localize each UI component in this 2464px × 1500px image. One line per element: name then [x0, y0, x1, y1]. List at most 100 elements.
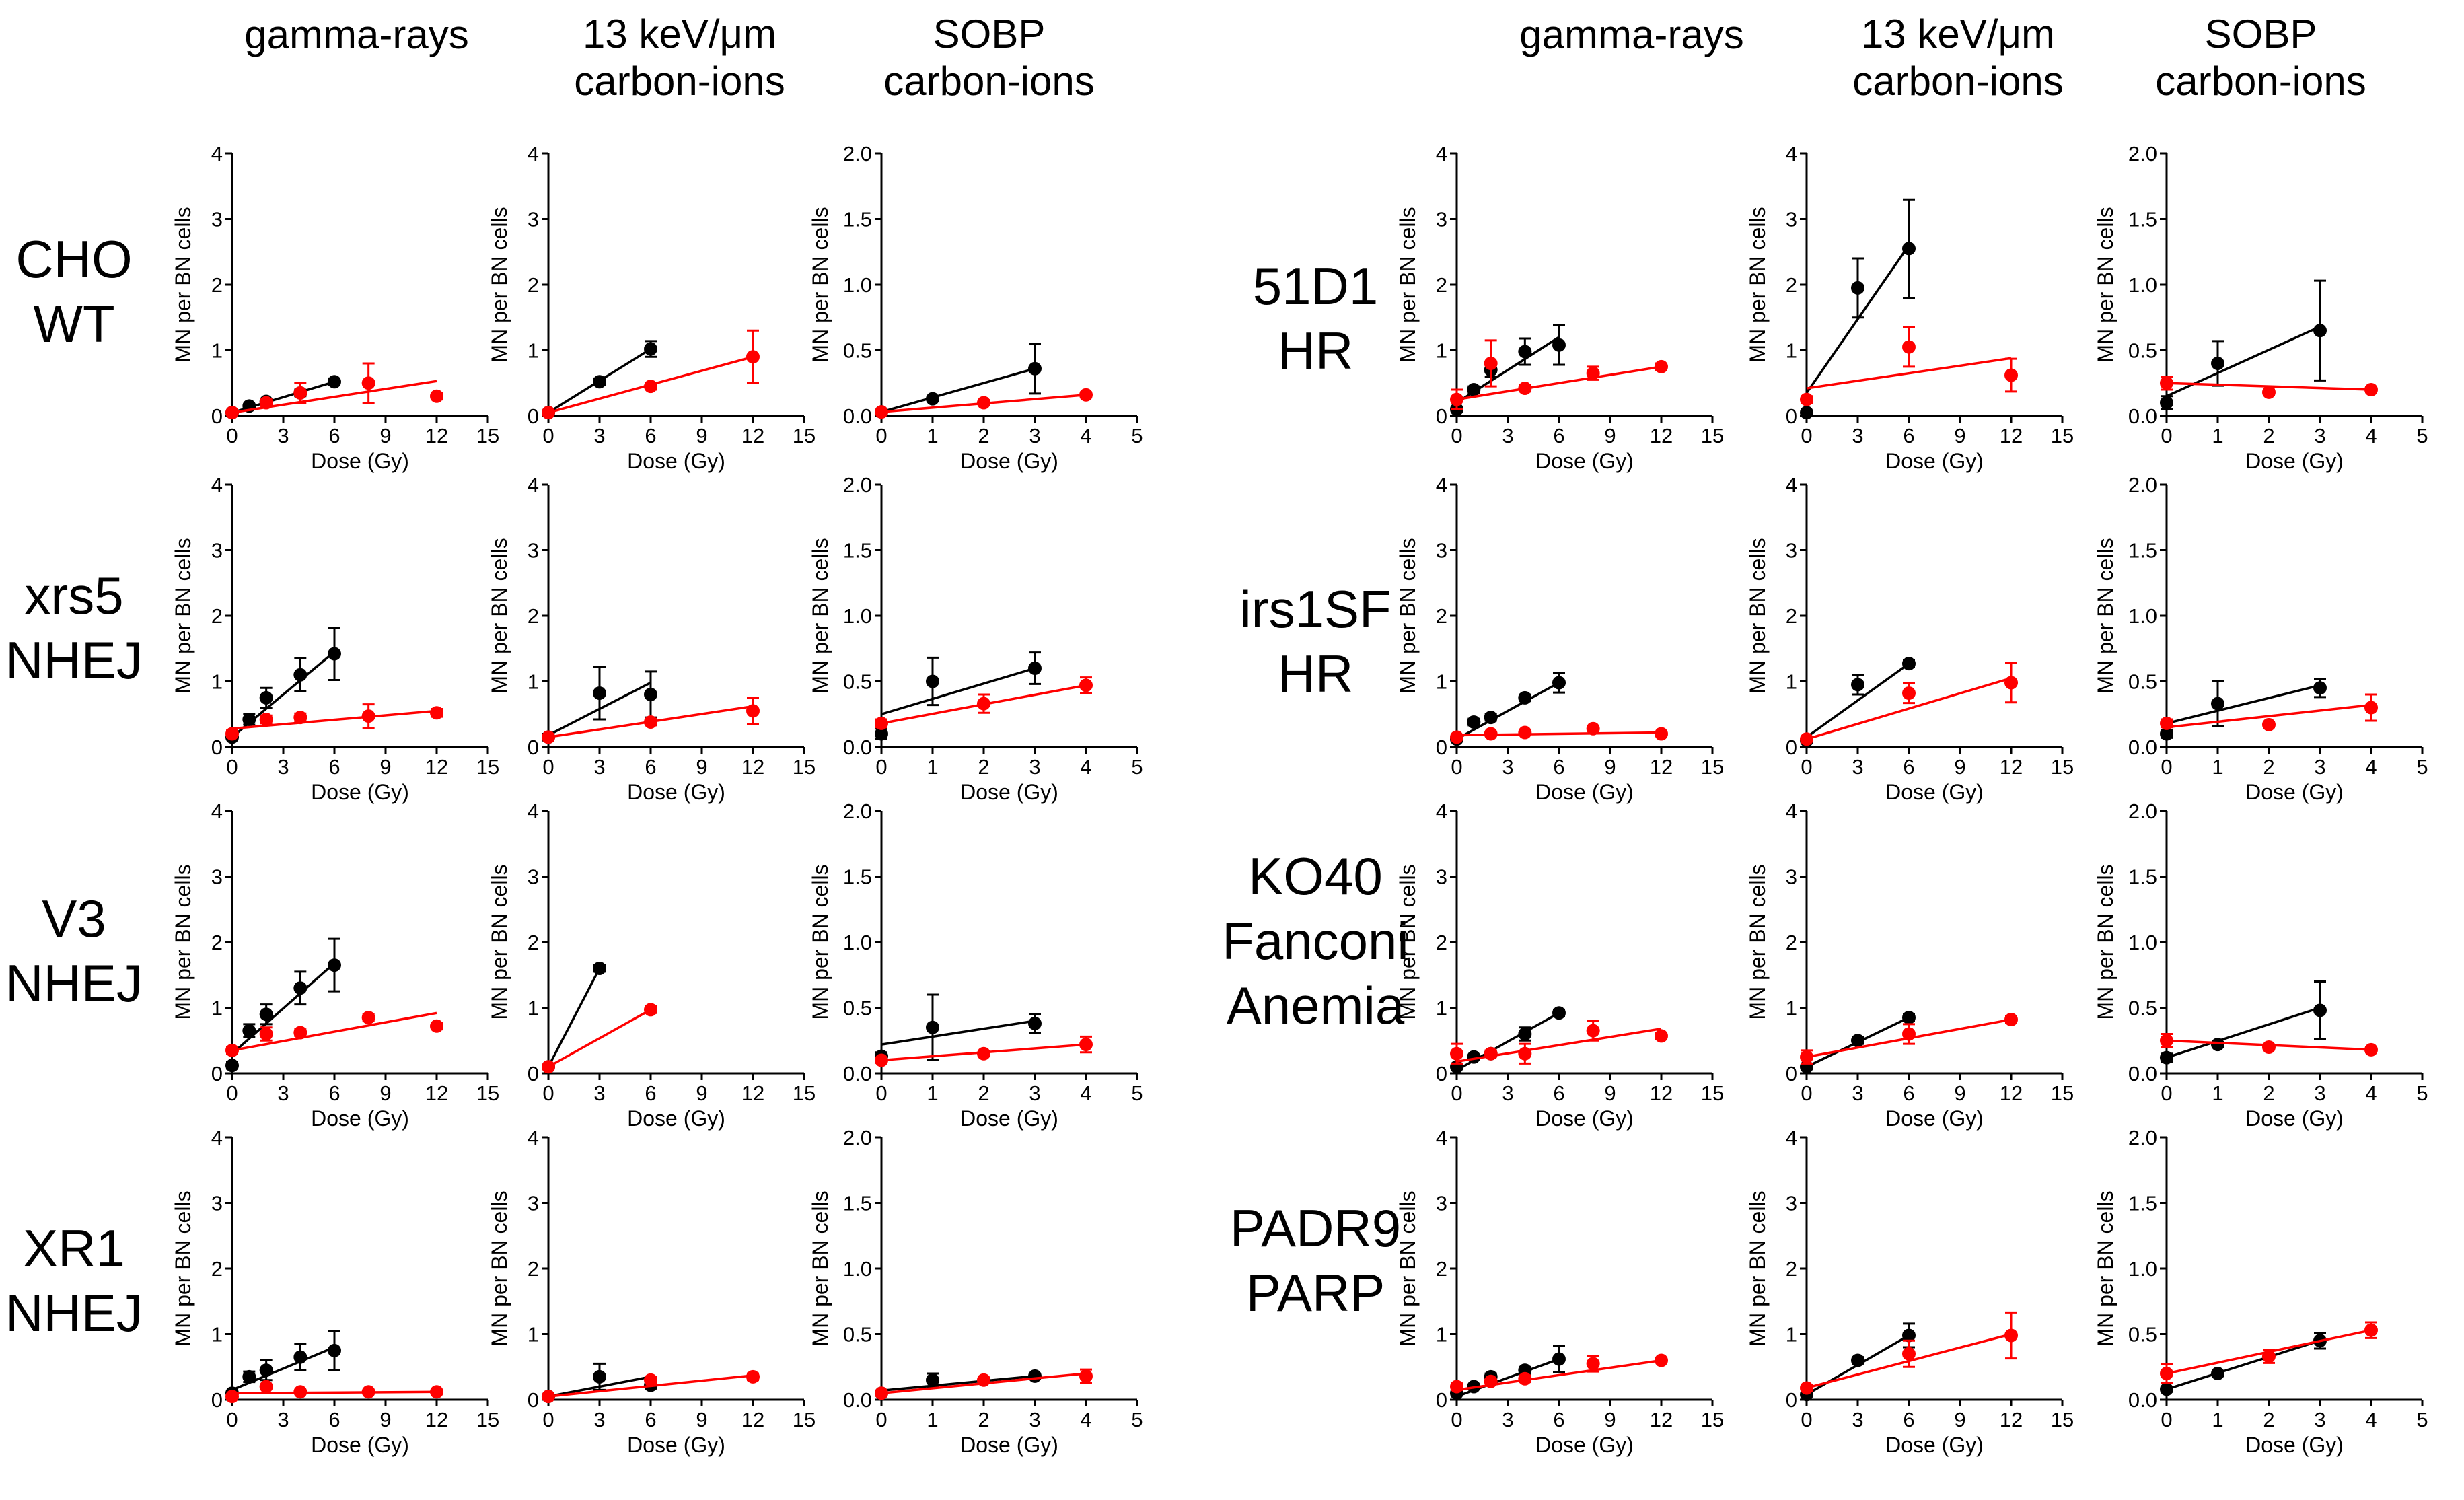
row-label-v3-nhej: V3 NHEJ: [5, 889, 143, 1013]
x-tick-label: 3: [1502, 1081, 1513, 1105]
x-tick-label: 12: [1650, 1408, 1673, 1431]
col-title-left-carbon13: 13 keV/μm carbon-ions: [574, 11, 785, 104]
data-point-black: [926, 1020, 939, 1034]
fit-line-black: [881, 667, 1036, 715]
x-axis-title: Dose (Gy): [627, 449, 725, 473]
data-point-black: [1851, 1353, 1864, 1367]
y-tick-label: 2.0: [2128, 799, 2157, 823]
y-tick-label: 1: [211, 339, 223, 363]
x-tick-label: 9: [1954, 424, 1965, 448]
data-point-red: [2364, 383, 2378, 396]
x-tick-label: 15: [793, 755, 816, 779]
text-line: HR: [1278, 321, 1354, 380]
text-line: 13 keV/μm: [1861, 11, 2055, 57]
data-point-red: [1800, 1381, 1813, 1395]
data-point-red: [1484, 357, 1498, 370]
y-axis-title: MN per BN cells: [1396, 864, 1420, 1020]
x-tick-label: 15: [793, 1081, 816, 1105]
x-tick-label: 0: [875, 1081, 887, 1105]
y-tick-label: 0.5: [843, 1323, 872, 1347]
y-tick-label: 1: [528, 997, 539, 1020]
text-line: PARP: [1246, 1263, 1385, 1322]
data-point-black: [2313, 1003, 2327, 1017]
data-point-red: [644, 1003, 657, 1017]
x-tick-label: 4: [2365, 424, 2377, 448]
x-tick-label: 5: [1131, 1081, 1143, 1105]
data-point-black: [1484, 711, 1498, 725]
x-axis-title: Dose (Gy): [311, 780, 409, 804]
x-tick-label: 3: [593, 424, 605, 448]
data-point-black: [926, 1373, 939, 1387]
text-line: V3: [42, 889, 106, 948]
col-title-right-gamma: gamma-rays: [1519, 12, 1743, 57]
row-label-51d1-hr: 51D1 HR: [1253, 256, 1378, 380]
data-point-black: [593, 375, 606, 389]
row-label-cho-wt: CHO WT: [15, 229, 132, 353]
data-point-red: [293, 1026, 307, 1040]
y-axis-title: MN per BN cells: [487, 864, 511, 1020]
x-tick-label: 1: [927, 424, 938, 448]
x-tick-label: 12: [2000, 424, 2023, 448]
data-point-red: [2004, 368, 2018, 382]
y-tick-label: 4: [211, 1126, 223, 1149]
data-point-red: [542, 406, 555, 420]
y-tick-label: 1: [528, 1323, 539, 1347]
data-point-red: [225, 1043, 239, 1057]
x-tick-label: 2: [978, 424, 989, 448]
data-point-red: [1655, 727, 1668, 741]
y-axis-title: MN per BN cells: [808, 864, 832, 1020]
data-point-red: [1079, 1369, 1093, 1383]
x-tick-label: 0: [542, 1408, 554, 1431]
data-point-black: [1552, 676, 1566, 690]
x-tick-label: 9: [696, 1408, 707, 1431]
data-point-black: [1851, 1034, 1864, 1048]
col-title-left-gamma: gamma-rays: [244, 12, 468, 57]
data-point-red: [259, 1380, 273, 1394]
x-axis-title: Dose (Gy): [311, 1106, 409, 1131]
y-axis-title: MN per BN cells: [487, 538, 511, 693]
y-tick-label: 0: [1436, 1062, 1447, 1085]
data-point-red: [2262, 1040, 2276, 1054]
y-tick-label: 2: [528, 1257, 539, 1281]
x-tick-label: 4: [1080, 1408, 1091, 1431]
x-tick-label: 0: [2161, 1408, 2172, 1431]
x-tick-label: 6: [1553, 1081, 1564, 1105]
data-point-red: [977, 697, 990, 711]
row-label-xrs5-nhej: xrs5 NHEJ: [5, 566, 143, 690]
y-axis-title: MN per BN cells: [171, 1190, 195, 1346]
x-tick-label: 3: [1029, 1408, 1040, 1431]
data-point-red: [225, 727, 239, 741]
row-label-xr1-nhej: XR1 NHEJ: [5, 1219, 143, 1343]
text-line: HR: [1278, 644, 1354, 703]
y-tick-label: 0: [211, 1388, 223, 1412]
data-point-red: [2262, 385, 2276, 399]
x-tick-label: 6: [1553, 1408, 1564, 1431]
x-tick-label: 3: [1852, 1408, 1863, 1431]
data-point-red: [2160, 376, 2173, 390]
y-tick-label: 0.0: [843, 1388, 872, 1412]
data-point-black: [1518, 1027, 1532, 1041]
data-point-red: [225, 1390, 239, 1404]
x-tick-label: 0: [542, 1081, 554, 1105]
x-tick-label: 15: [476, 1081, 499, 1105]
x-tick-label: 12: [2000, 1081, 2023, 1105]
x-tick-label: 15: [476, 755, 499, 779]
text-line: carbon-ions: [574, 59, 785, 104]
data-point-red: [1518, 725, 1532, 740]
y-axis-title: MN per BN cells: [1745, 538, 1770, 693]
x-tick-label: 2: [2263, 1081, 2274, 1105]
y-axis-title: MN per BN cells: [171, 207, 195, 362]
x-tick-label: 6: [645, 1408, 656, 1431]
data-point-red: [1079, 678, 1093, 692]
data-point-red: [1079, 388, 1093, 402]
y-tick-label: 0.0: [2128, 1062, 2157, 1085]
data-point-black: [225, 1059, 239, 1073]
x-tick-label: 5: [2416, 1408, 2428, 1431]
y-tick-label: 1.0: [2128, 604, 2157, 628]
x-tick-label: 3: [1029, 1081, 1040, 1105]
x-axis-title: Dose (Gy): [627, 780, 725, 804]
